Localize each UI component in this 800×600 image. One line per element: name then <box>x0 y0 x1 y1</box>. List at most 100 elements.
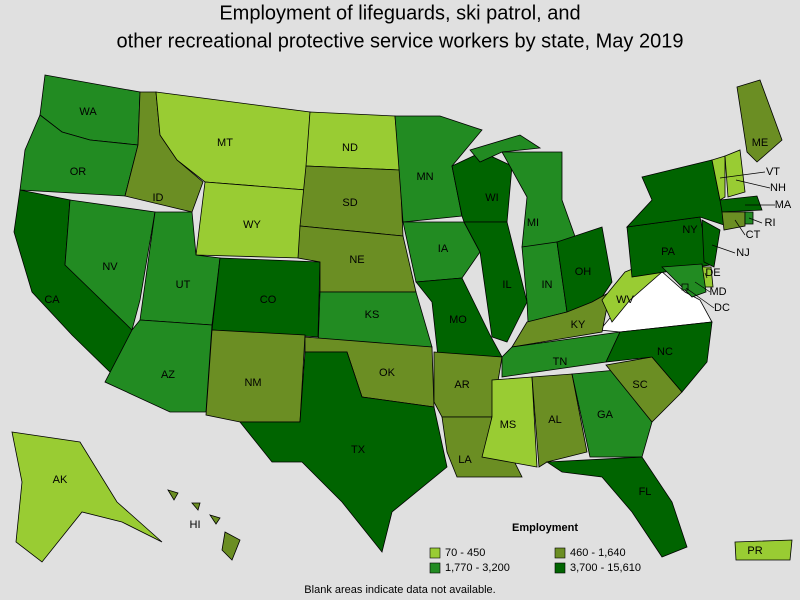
state <box>104 319 213 413</box>
legend-label: 70 - 450 <box>445 547 485 559</box>
state-label: HI <box>190 519 201 531</box>
state <box>11 431 163 563</box>
state <box>191 502 201 511</box>
state <box>719 195 763 213</box>
legend-label: 1,770 - 3,200 <box>445 562 510 574</box>
state-label: DC <box>714 302 730 314</box>
callout-line <box>719 171 766 179</box>
state-label: AR <box>454 379 469 391</box>
state <box>209 514 221 525</box>
legend-title: Employment <box>512 522 578 534</box>
state-label: KS <box>365 309 380 321</box>
state-label: PA <box>661 246 676 258</box>
state-label: OK <box>379 367 396 379</box>
legend-swatch <box>429 562 441 574</box>
state-label: PR <box>747 545 762 557</box>
state <box>167 489 179 501</box>
state-label: OR <box>70 166 87 178</box>
state-label: MS <box>500 419 517 431</box>
state-label: CO <box>260 294 277 306</box>
callout-line <box>704 272 708 279</box>
state-label: GA <box>597 409 614 421</box>
state-label: IL <box>502 279 511 291</box>
state-label: FL <box>639 486 652 498</box>
states <box>11 74 793 563</box>
state <box>721 211 746 231</box>
state <box>469 134 542 163</box>
state-label: LA <box>458 454 472 466</box>
state <box>736 79 783 163</box>
state-label: NJ <box>736 247 749 259</box>
state-label: TX <box>351 444 366 456</box>
state-label: DE <box>705 267 720 279</box>
state-label: NC <box>657 346 673 358</box>
callout-line <box>734 219 746 236</box>
state-label: MT <box>217 137 233 149</box>
state <box>605 321 713 393</box>
state-label: ID <box>153 192 164 204</box>
callout-line <box>748 217 763 224</box>
state-label: ME <box>752 137 769 149</box>
state <box>661 263 707 298</box>
labels: WA OR CA NV ID MT WY UT AZ CO NM ND SD NE KS OK TX MN IA MO… <box>44 106 792 557</box>
state <box>64 199 156 331</box>
state-label: CA <box>44 294 60 306</box>
state <box>463 221 528 343</box>
state <box>724 149 746 198</box>
state-label: CT <box>746 229 761 241</box>
state-label: MA <box>775 199 792 211</box>
state <box>402 221 481 283</box>
state-label: IN <box>542 279 553 291</box>
state <box>711 155 726 201</box>
callout-line <box>735 179 771 189</box>
state <box>531 373 588 468</box>
state-label: SD <box>342 197 357 209</box>
state-label: ND <box>342 142 358 154</box>
state-label: AL <box>548 414 561 426</box>
state-label: TN <box>553 356 568 368</box>
state-label: SC <box>632 379 647 391</box>
state-label: OH <box>575 266 592 278</box>
state-label: NE <box>349 254 364 266</box>
callout-line <box>694 281 711 293</box>
state <box>501 151 578 248</box>
state <box>701 219 721 268</box>
state-label: IA <box>438 243 449 255</box>
state-label: NH <box>770 182 786 194</box>
state-label: MD <box>709 286 726 298</box>
legend: 70 - 450 460 - 1,640 1,770 - 3,200 3,700 - … <box>429 547 641 574</box>
footnote: Blank areas indicate data not available. <box>304 584 495 596</box>
state <box>481 376 538 468</box>
state-label: UT <box>176 279 191 291</box>
state <box>734 539 793 561</box>
state-label: AZ <box>161 369 175 381</box>
legend-swatch <box>554 547 566 559</box>
state-label: NV <box>102 261 118 273</box>
state-label: WI <box>485 192 498 204</box>
callout-line <box>711 244 736 254</box>
state-label: NM <box>244 377 261 389</box>
state-label: MN <box>416 171 433 183</box>
state-label: VT <box>766 166 780 178</box>
state-label: KY <box>571 319 586 331</box>
state-label: RI <box>765 217 776 229</box>
state <box>221 531 241 561</box>
state <box>571 369 653 458</box>
state-label: WA <box>79 106 97 118</box>
state-label: AK <box>53 474 68 486</box>
callout-line <box>685 287 715 309</box>
state <box>451 151 513 223</box>
legend-swatch <box>429 547 441 559</box>
legend-label: 3,700 - 15,610 <box>570 562 641 574</box>
title-line: Employment of lifeguards, ski patrol, an… <box>219 2 580 24</box>
state-label: WV <box>616 294 634 306</box>
state-label: MO <box>449 314 467 326</box>
state <box>545 456 688 558</box>
legend-label: 460 - 1,640 <box>570 547 626 559</box>
state-label: NY <box>682 224 698 236</box>
state-label: WY <box>243 219 261 231</box>
legend-swatch <box>554 562 566 574</box>
state <box>239 351 448 553</box>
title-line: other recreational protective service wo… <box>117 30 684 52</box>
